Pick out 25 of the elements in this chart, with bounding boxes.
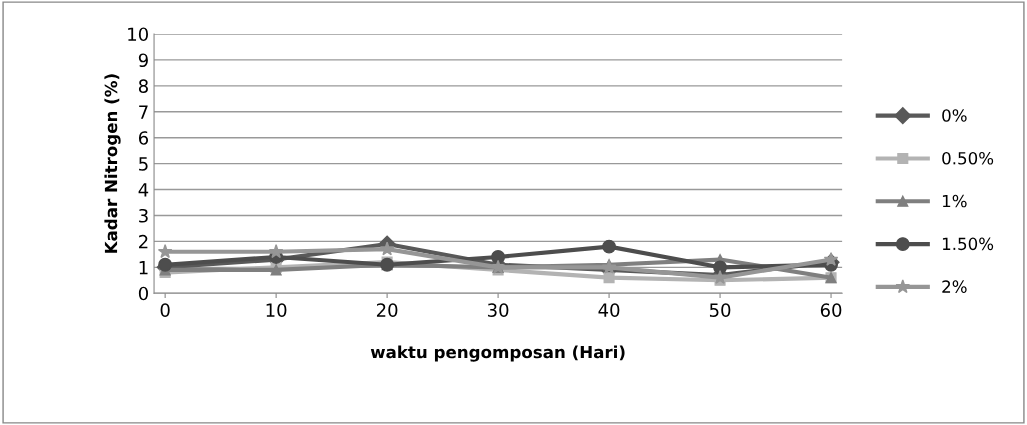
legend-label: 0.50% [942, 151, 994, 165]
y-tick-label: 9 [138, 53, 148, 68]
x-tick-label: 20 [376, 303, 398, 317]
y-axis-title: Kadar Nitrogen (%) [104, 74, 121, 253]
y-tick-label: 8 [138, 79, 148, 93]
x-axis-title: waktu pengomposan (Hari) [370, 345, 625, 362]
y-tick-label: 5 [139, 157, 148, 171]
x-tick-label: 50 [709, 303, 731, 317]
y-tick-label: 0 [138, 286, 148, 301]
legend-label: 2% [942, 280, 967, 293]
y-tick-label: 7 [139, 105, 148, 119]
legend-label: 1.50% [942, 237, 994, 251]
y-tick-label: 4 [138, 183, 149, 197]
x-tick-label: 10 [266, 303, 287, 317]
x-tick-label: 40 [598, 303, 620, 317]
y-tick-label: 10 [128, 27, 148, 42]
legend-label: 1% [942, 194, 967, 208]
y-tick-label: 6 [138, 131, 149, 145]
legend-label: 0% [942, 109, 967, 122]
x-tick-label: 30 [487, 303, 509, 317]
y-tick-label: 3 [139, 208, 148, 223]
y-tick-label: 1 [139, 261, 148, 275]
x-tick-label: 0 [160, 303, 170, 317]
x-tick-label: 60 [820, 303, 842, 317]
y-tick-label: 2 [139, 234, 148, 249]
